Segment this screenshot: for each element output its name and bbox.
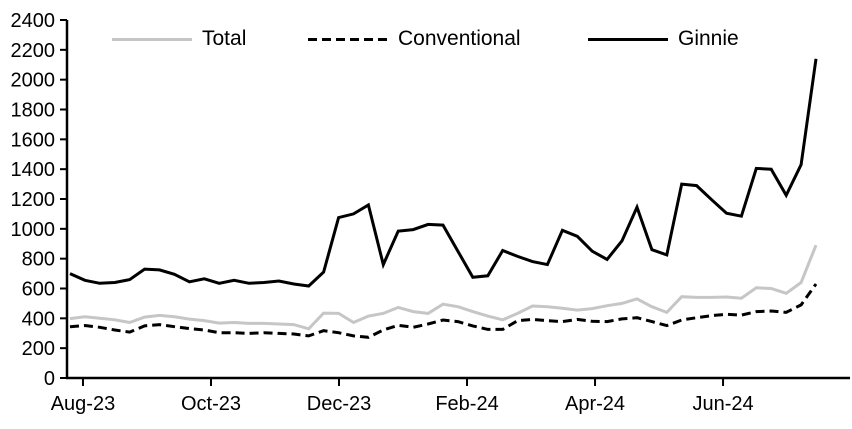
y-tick-label: 1200 xyxy=(11,189,56,211)
y-tick-label: 1600 xyxy=(11,129,56,151)
series-line-ginnie xyxy=(69,58,818,288)
x-tick-label: Jun-24 xyxy=(692,393,753,415)
y-tick-label: 2400 xyxy=(11,10,56,32)
x-tick-label: Dec-23 xyxy=(307,393,371,415)
y-tick-label: 800 xyxy=(22,249,55,271)
y-tick-label: 400 xyxy=(22,308,55,330)
series-line-conventional xyxy=(69,283,818,339)
y-tick-label: 0 xyxy=(44,368,55,390)
y-tick-label: 2000 xyxy=(11,70,56,92)
y-tick-label: 2200 xyxy=(11,40,56,62)
y-tick-label: 1000 xyxy=(11,219,56,241)
y-tick-label: 200 xyxy=(22,338,55,360)
x-tick-label: Feb-24 xyxy=(435,393,498,415)
x-tick-label: Apr-24 xyxy=(565,393,625,415)
y-tick-label: 1400 xyxy=(11,159,56,181)
x-tick-label: Oct-23 xyxy=(181,393,241,415)
y-tick-label: 600 xyxy=(22,279,55,301)
series-line-total xyxy=(69,244,818,331)
x-tick-label: Aug-23 xyxy=(51,393,116,415)
y-tick-label: 1800 xyxy=(11,100,56,122)
